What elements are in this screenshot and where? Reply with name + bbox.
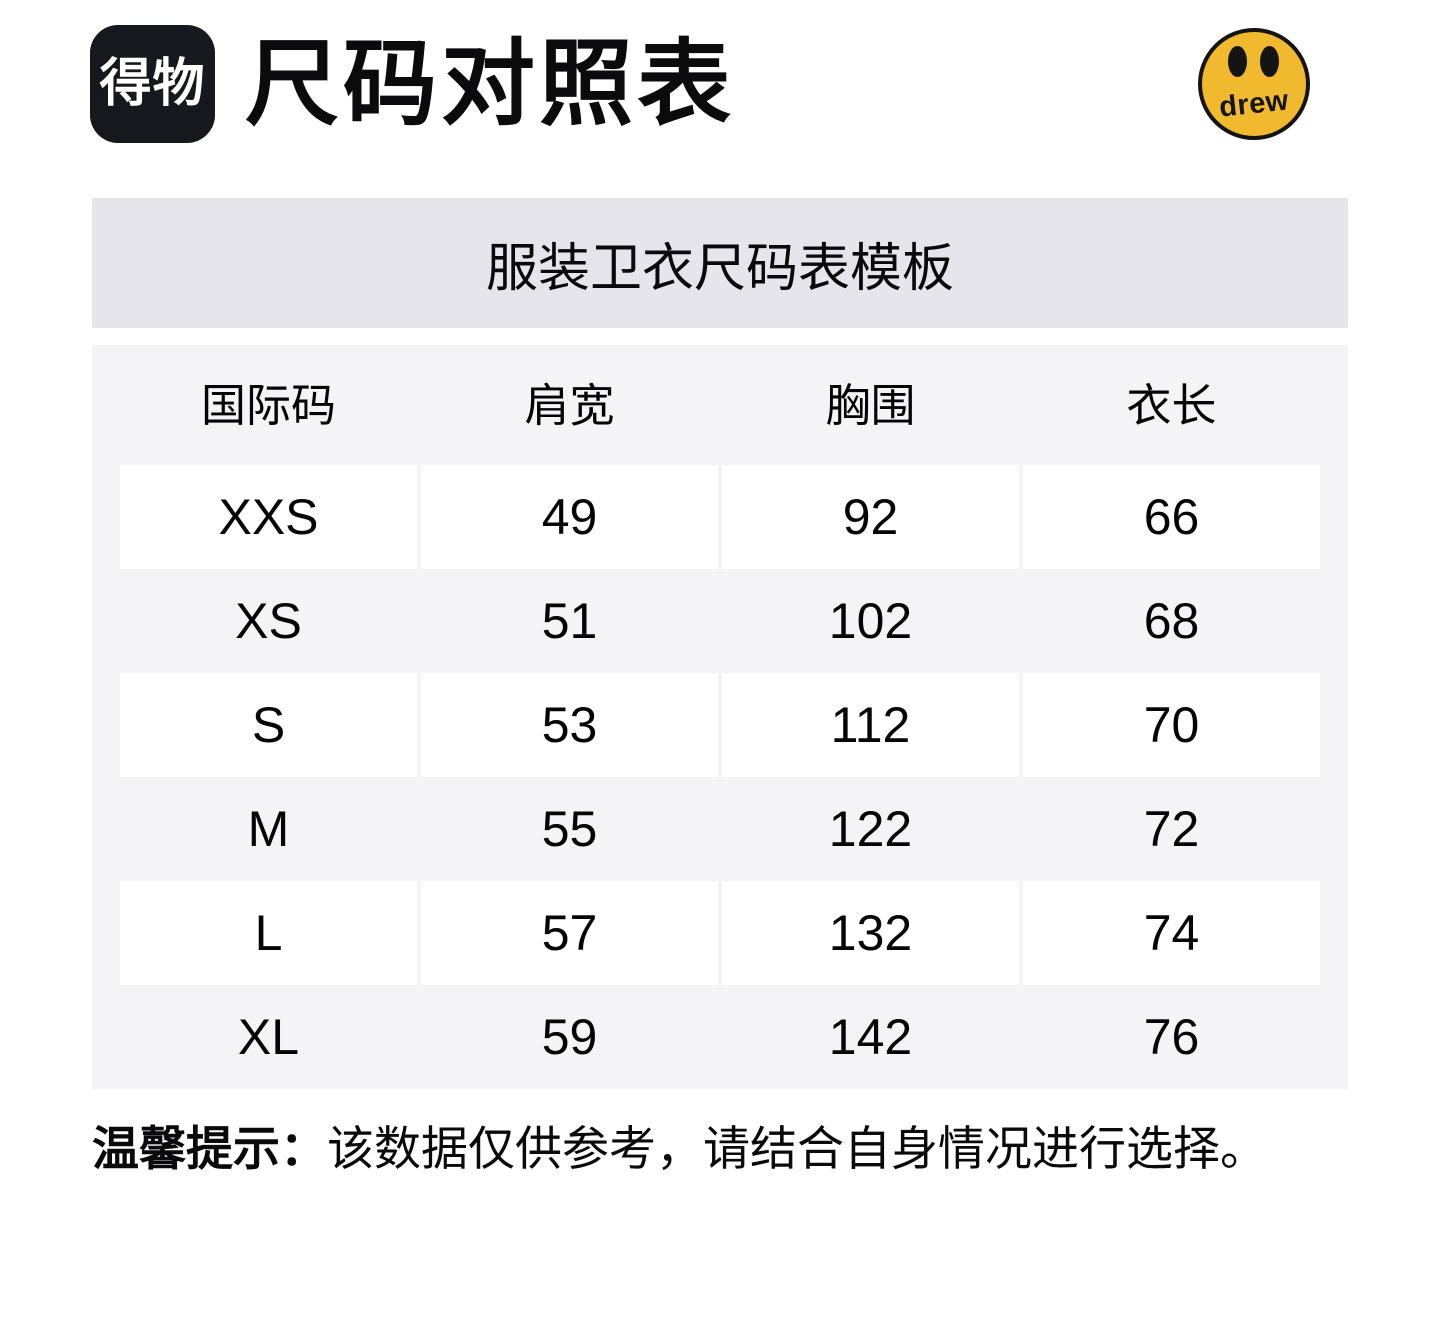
drew-logo-text: drew	[1217, 84, 1291, 124]
dewu-app-logo: 得物	[90, 25, 215, 143]
table-cell: 112	[722, 673, 1019, 777]
table-cell: XXS	[120, 465, 417, 569]
table-cell: 51	[541, 593, 598, 649]
table-cell: 74	[1023, 881, 1320, 985]
table-cell: 92	[722, 465, 1019, 569]
table-cell: 53	[421, 673, 718, 777]
drew-smiley-left-eye-icon	[1228, 46, 1247, 77]
table-cell: 122	[828, 801, 913, 857]
table-cell: 68	[1143, 593, 1200, 649]
table-cell: 55	[541, 801, 598, 857]
table-cell: XL	[237, 1009, 300, 1065]
column-header-length: 衣长	[1126, 379, 1217, 431]
table-cell: 70	[1023, 673, 1320, 777]
table-row: XL 59 142 76	[120, 985, 1320, 1089]
table-row: XS 51 102 68	[120, 569, 1320, 673]
table-cell: XS	[235, 593, 302, 649]
table-cell: L	[120, 881, 417, 985]
template-banner-title: 服装卫衣尺码表模板	[485, 239, 954, 298]
template-banner: 服装卫衣尺码表模板	[92, 198, 1348, 328]
dewu-logo-text: 得物	[99, 55, 206, 113]
table-row: L 57 132 74	[120, 881, 1320, 985]
table-cell: S	[120, 673, 417, 777]
footer-note-text: 该数据仅供参考，请结合自身情况进行选择。	[327, 1122, 1267, 1175]
table-cell: 49	[421, 465, 718, 569]
page-title: 尺码对照表	[245, 31, 736, 136]
footer-note: 温馨提示：该数据仅供参考，请结合自身情况进行选择。	[92, 1121, 1267, 1177]
table-cell: 102	[828, 593, 913, 649]
table-cell: 72	[1143, 801, 1200, 857]
column-header-size: 国际码	[200, 379, 336, 431]
table-row: M 55 122 72	[120, 777, 1320, 881]
table-cell: 66	[1023, 465, 1320, 569]
table-row: S 53 112 70	[120, 673, 1320, 777]
column-header-shoulder: 肩宽	[524, 379, 615, 431]
footer-note-label: 温馨提示：	[92, 1122, 327, 1175]
table-cell: 57	[421, 881, 718, 985]
table-cell: 76	[1143, 1009, 1200, 1065]
size-table: 国际码 肩宽 胸围 衣长 XXS 49 92 66 XS 51 102 68 S…	[92, 345, 1348, 1089]
drew-brand-logo: drew	[1198, 28, 1310, 140]
table-row: XXS 49 92 66	[120, 465, 1320, 569]
drew-smiley-right-eye-icon	[1260, 46, 1279, 77]
table-cell: 132	[722, 881, 1019, 985]
table-header-row: 国际码 肩宽 胸围 衣长	[120, 345, 1320, 465]
table-cell: M	[247, 801, 290, 857]
column-header-chest: 胸围	[825, 379, 916, 431]
table-cell: 59	[541, 1009, 598, 1065]
table-cell: 142	[828, 1009, 913, 1065]
app-header: 得物 尺码对照表	[90, 24, 735, 144]
